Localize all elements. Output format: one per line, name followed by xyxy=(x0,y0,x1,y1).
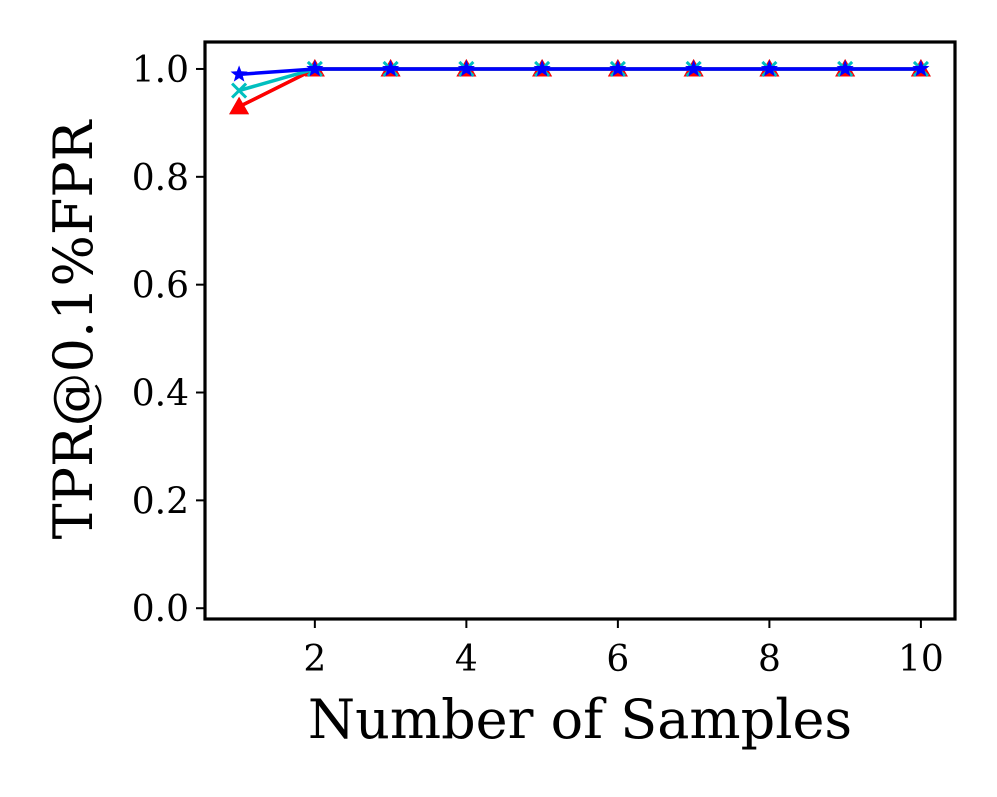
x-tick-label: 8 xyxy=(758,639,781,680)
data-point xyxy=(912,59,930,77)
series-layer xyxy=(229,58,931,115)
y-tick-label: 0.4 xyxy=(132,374,189,415)
data-point xyxy=(533,59,551,77)
y-tick-label: 1.0 xyxy=(132,50,189,91)
data-point xyxy=(836,59,854,77)
data-point xyxy=(306,59,324,77)
y-tick-label: 0.0 xyxy=(132,589,189,630)
data-point xyxy=(231,82,248,99)
x-axis-label: Number of Samples xyxy=(308,688,852,751)
plot-area xyxy=(203,40,957,621)
series-3 xyxy=(230,59,930,82)
data-point xyxy=(760,59,778,77)
series-line xyxy=(238,67,921,109)
series-line xyxy=(238,67,921,77)
data-point xyxy=(229,96,250,115)
axis-ticks: 2 4 6 8 10 0.0 0.2 0.4 0.6 0.8 1.0 xyxy=(132,50,944,680)
x-tick-label: 4 xyxy=(455,639,478,680)
axes-frame xyxy=(203,40,957,621)
y-tick-label: 0.2 xyxy=(132,481,189,522)
series-line xyxy=(238,67,921,93)
data-point xyxy=(685,59,703,77)
y-axis-label: TPR@0.1%FPR xyxy=(42,119,105,539)
x-tick-label: 6 xyxy=(606,639,629,680)
series-line xyxy=(238,67,921,109)
y-tick-label: 0.6 xyxy=(132,266,189,307)
data-point xyxy=(382,59,400,77)
x-tick-label: 10 xyxy=(898,639,944,680)
y-tick-label: 0.8 xyxy=(132,158,189,199)
x-tick-label: 2 xyxy=(303,639,326,680)
data-point xyxy=(230,65,248,82)
data-point xyxy=(457,59,475,77)
data-point xyxy=(609,59,627,77)
